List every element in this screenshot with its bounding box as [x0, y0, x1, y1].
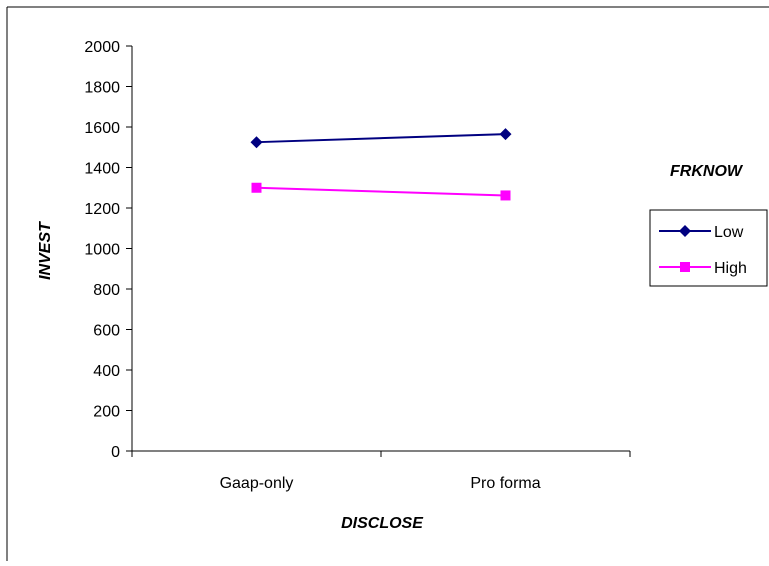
y-tick-label: 0 [111, 444, 120, 461]
y-tick-label: 400 [93, 363, 120, 380]
x-tick-label: Gaap-only [220, 475, 294, 492]
y-axis-title: INVEST [37, 221, 54, 280]
legend-title: FRKNOW [670, 163, 744, 180]
series-line-low [256, 133, 506, 144]
y-tick-label: 600 [93, 323, 120, 340]
y-tick-label: 1600 [84, 120, 120, 137]
data-point-high [500, 190, 511, 201]
y-tick-label: 1800 [84, 80, 120, 97]
y-tick-label: 1400 [84, 161, 120, 178]
data-point-low [250, 136, 263, 149]
legend-label-high: High [714, 260, 747, 277]
legend-label-low: Low [714, 224, 744, 241]
y-tick-label: 1200 [84, 201, 120, 218]
legend-box [649, 209, 768, 287]
legend-marker-low [679, 225, 691, 237]
y-tick-label: 1000 [84, 242, 120, 259]
legend: Low High [649, 209, 768, 287]
series-line-high [256, 186, 506, 197]
x-axis-title: DISCLOSE [341, 515, 424, 532]
x-tick-label: Pro forma [470, 475, 540, 492]
y-tick-label: 800 [93, 282, 120, 299]
axes: 0 200 400 600 800 1000 1200 1400 1600 1800 2000 Gaa… [84, 39, 631, 492]
data-point-low [499, 128, 512, 141]
legend-marker-high [680, 262, 690, 272]
y-tick-label: 2000 [84, 39, 120, 56]
data-point-high [251, 182, 262, 193]
y-tick-label: 200 [93, 404, 120, 421]
series-layer [250, 128, 512, 201]
